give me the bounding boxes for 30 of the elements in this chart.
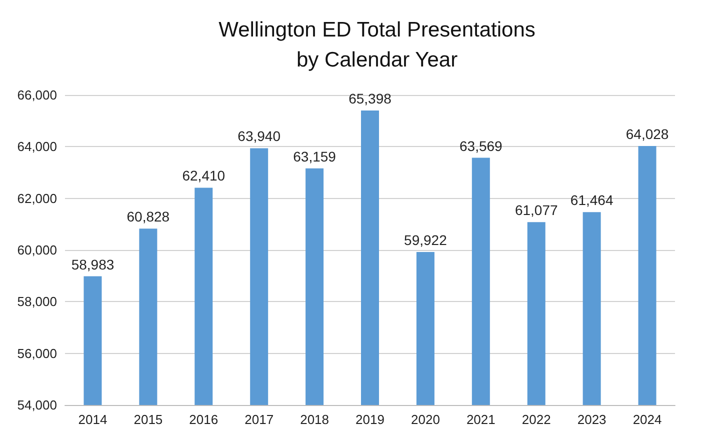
x-tick-label: 2018	[300, 412, 330, 427]
x-tick-label: 2021	[466, 412, 496, 427]
chart-title: Wellington ED Total Presentations by Calendar Year	[218, 18, 536, 72]
y-tick-label: 60,000	[17, 242, 57, 258]
y-tick-label: 56,000	[17, 346, 57, 361]
data-label: 63,569	[459, 138, 503, 154]
x-tick-label: 2016	[189, 412, 218, 427]
data-label: 59,922	[404, 232, 448, 248]
x-tick-label: 2020	[410, 412, 440, 427]
y-tick-label: 66,000	[17, 88, 57, 102]
data-label: 58,983	[71, 256, 114, 272]
y-tick-label: 58,000	[17, 294, 57, 310]
y-tick-label: 62,000	[17, 190, 57, 206]
x-tick-label: 2015	[134, 412, 163, 427]
data-label: 65,398	[348, 90, 392, 107]
x-tick-label: 2022	[522, 412, 551, 427]
data-label: 63,159	[293, 148, 336, 164]
data-label: 60,828	[126, 208, 170, 225]
data-label: 63,940	[238, 128, 281, 144]
data-label: 61,077	[514, 202, 558, 218]
x-tick-label: 2017	[244, 412, 274, 427]
data-label: 64,028	[626, 126, 669, 142]
x-tick-label: 2023	[577, 412, 606, 427]
x-tick-label: 2024	[632, 412, 662, 427]
y-tick-label: 54,000	[17, 398, 57, 412]
x-tick-label: 2014	[78, 412, 108, 427]
data-label: 61,464	[570, 192, 614, 208]
x-tick-label: 2019	[356, 412, 384, 427]
y-tick-label: 64,000	[17, 139, 57, 154]
data-label: 62,410	[182, 168, 226, 184]
